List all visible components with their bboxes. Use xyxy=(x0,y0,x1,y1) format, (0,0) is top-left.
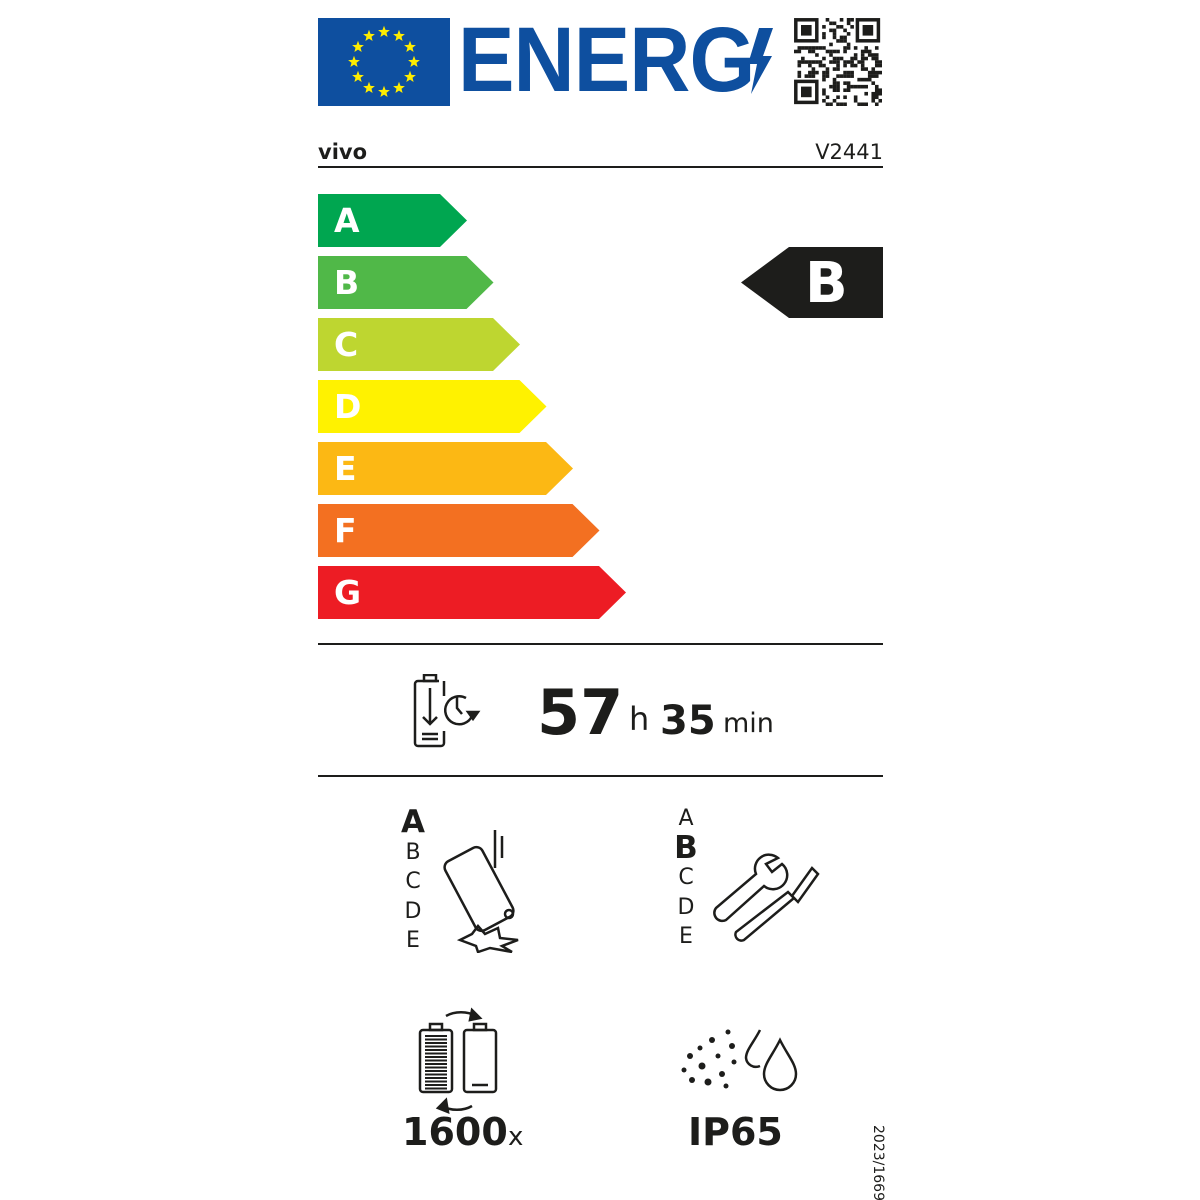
battery-clock-icon xyxy=(413,674,481,748)
hours-unit: h xyxy=(629,700,650,738)
battery-cycles-value: 1600 xyxy=(402,1110,508,1154)
model-number: V2441 xyxy=(815,140,883,164)
energy-class-g: G xyxy=(318,566,626,619)
scale-letter: D xyxy=(404,898,422,924)
energy-class-label: E xyxy=(334,449,357,488)
lightning-bolt-icon xyxy=(748,28,773,94)
energy-class-label: C xyxy=(334,325,359,364)
minutes-unit: min xyxy=(723,708,774,739)
phone-drop-icon xyxy=(443,830,519,953)
qr-code-icon xyxy=(794,18,882,106)
energy-title: ENERG xyxy=(458,9,755,111)
rating-letter: B xyxy=(805,251,848,316)
energy-class-a: A xyxy=(318,194,467,247)
divider xyxy=(318,643,883,645)
energy-class-label: B xyxy=(334,263,360,302)
divider xyxy=(318,166,883,168)
dust-water-icon xyxy=(681,1029,798,1092)
energy-class-label: F xyxy=(334,511,357,550)
battery-cycles-icon xyxy=(418,1007,498,1114)
scale-letter: D xyxy=(677,894,695,920)
energy-class-label: A xyxy=(334,201,360,240)
divider xyxy=(318,775,883,777)
scale-letter: C xyxy=(405,869,421,894)
regulation-number: 2023/1669 xyxy=(870,1125,886,1200)
ip-rating: IP65 xyxy=(688,1110,783,1154)
scale-letter: A xyxy=(401,804,425,840)
endurance-minutes: 35 xyxy=(660,698,716,744)
energy-class-e: E xyxy=(318,442,573,495)
rating-indicator: B xyxy=(741,247,883,318)
energy-class-label: D xyxy=(334,387,362,426)
energy-class-b: B xyxy=(318,256,494,309)
scale-letter: E xyxy=(679,924,693,949)
eu-flag-icon xyxy=(318,18,450,106)
battery-cycles-unit: x xyxy=(508,1122,524,1152)
scale-letter: B xyxy=(405,839,421,865)
scale-letter: A xyxy=(678,806,694,831)
energy-class-label: G xyxy=(334,573,362,612)
scale-letter: B xyxy=(674,829,698,866)
energy-class-d: D xyxy=(318,380,547,433)
scale-letter: E xyxy=(406,928,420,953)
endurance-hours: 57 xyxy=(537,676,624,749)
wrench-screwdriver-icon xyxy=(713,853,820,942)
energy-class-f: F xyxy=(318,504,600,557)
energy-class-c: C xyxy=(318,318,520,371)
scale-letter: C xyxy=(678,865,694,890)
brand-name: vivo xyxy=(318,140,368,164)
